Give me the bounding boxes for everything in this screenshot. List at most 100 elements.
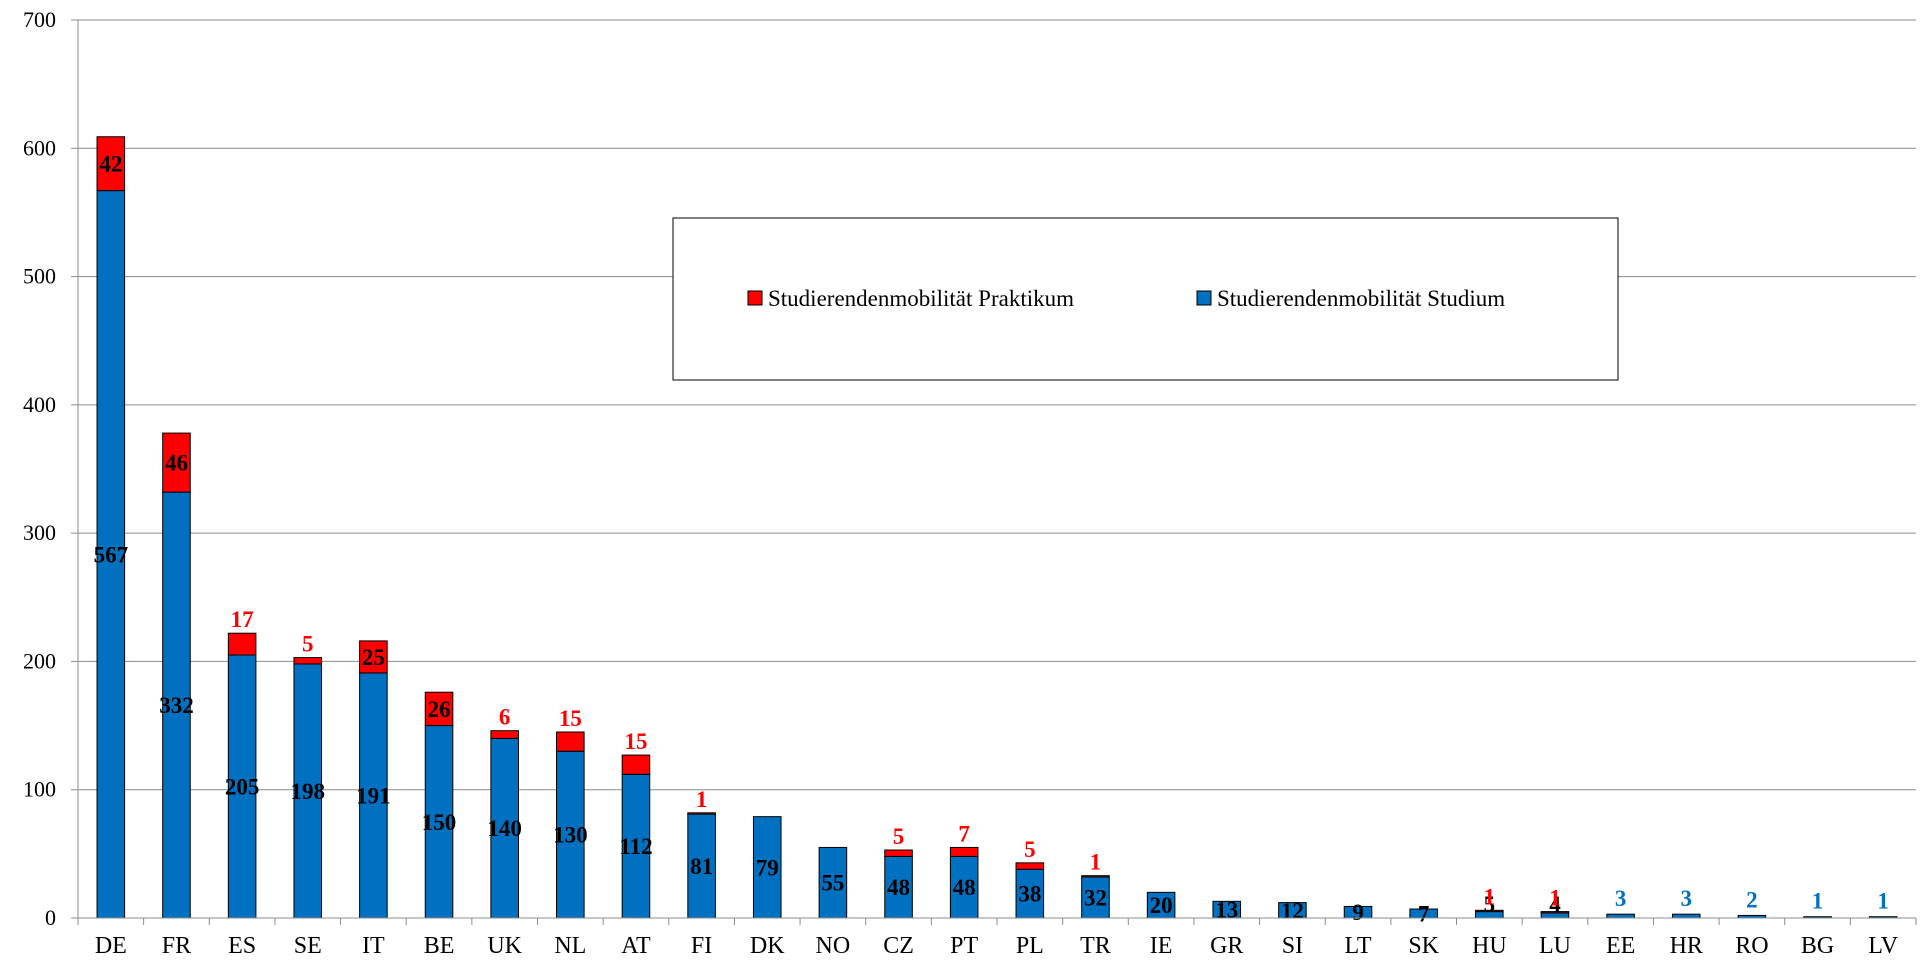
data-label-praktikum: 26 bbox=[428, 697, 451, 722]
x-axis-category-labels: DE FR ES SE IT BE UK NL AT FI DK NO CZ PT PL TR IE GR SI LT… bbox=[95, 933, 1899, 959]
legend-label-praktikum: Studierendenmobilität Praktikum bbox=[768, 286, 1074, 311]
x-category-label: LV bbox=[1868, 933, 1898, 959]
bar-praktikum-fi bbox=[687, 812, 716, 815]
data-label-studium: 567 bbox=[94, 542, 129, 567]
legend-label-studium: Studierendenmobilität Studium bbox=[1217, 286, 1505, 311]
data-label-praktikum: 42 bbox=[99, 152, 122, 177]
bar-studium-be bbox=[424, 725, 454, 919]
bar-studium-at bbox=[621, 773, 651, 919]
y-tick-label: 200 bbox=[23, 648, 56, 673]
bar-praktikum-se bbox=[293, 657, 323, 665]
y-tick-label: 700 bbox=[23, 7, 56, 32]
data-label-studium: 3 bbox=[1681, 886, 1693, 911]
bar-praktikum-es bbox=[227, 632, 257, 656]
x-category-label: RO bbox=[1735, 933, 1768, 959]
data-label-studium: 7 bbox=[1418, 902, 1430, 927]
x-category-label: SI bbox=[1282, 933, 1303, 959]
bar-studium-pl bbox=[1015, 868, 1045, 919]
x-category-label: TR bbox=[1080, 933, 1111, 959]
data-label-studium: 332 bbox=[159, 693, 194, 718]
data-label-praktikum: 25 bbox=[362, 645, 385, 670]
data-label-studium: 140 bbox=[487, 816, 522, 841]
x-category-label: PT bbox=[950, 933, 978, 959]
data-label-praktikum: 5 bbox=[1024, 837, 1036, 862]
y-axis-tick-labels: 0 100 200 300 400 500 600 700 bbox=[23, 7, 56, 930]
x-category-label: LT bbox=[1344, 933, 1371, 959]
data-label-praktikum: 7 bbox=[958, 821, 970, 846]
data-label-studium: 150 bbox=[422, 810, 457, 835]
x-category-label: PL bbox=[1016, 933, 1044, 959]
x-category-label: BG bbox=[1801, 933, 1834, 959]
data-label-studium: 13 bbox=[1215, 898, 1238, 923]
bar-praktikum-fr bbox=[162, 432, 191, 493]
x-category-label: CZ bbox=[883, 933, 914, 959]
bar-praktikum-be bbox=[424, 691, 454, 727]
data-label-studium: 55 bbox=[821, 871, 844, 896]
x-category-label: HR bbox=[1670, 933, 1703, 959]
data-label-studium: 2 bbox=[1746, 887, 1758, 912]
legend-box bbox=[672, 217, 1619, 381]
bar-praktikum-cz bbox=[884, 849, 913, 857]
data-label-praktikum: 6 bbox=[499, 705, 511, 730]
bar-praktikum-tr bbox=[1081, 875, 1110, 878]
bar-studium-ie bbox=[1146, 891, 1176, 919]
bars bbox=[96, 136, 1898, 919]
data-label-studium: 4 bbox=[1549, 892, 1561, 917]
x-category-label: DE bbox=[95, 933, 127, 959]
x-category-label: FR bbox=[162, 933, 191, 959]
x-category-label: SK bbox=[1408, 933, 1439, 959]
x-category-label: ES bbox=[228, 933, 256, 959]
data-label-praktikum: 46 bbox=[165, 451, 188, 476]
bar-studium-nl bbox=[556, 750, 585, 919]
bar-praktikum-pl bbox=[1015, 862, 1045, 870]
data-label-praktikum: 1 bbox=[696, 787, 708, 812]
data-label-praktikum: 1 bbox=[1090, 850, 1102, 875]
bar-praktikum-it bbox=[359, 640, 388, 674]
data-labels: 5674233246205171985191251502614061301511… bbox=[94, 152, 1889, 927]
bar-studium-hr bbox=[1671, 913, 1701, 919]
y-tick-label: 100 bbox=[23, 777, 56, 802]
data-label-studium: 9 bbox=[1352, 900, 1364, 925]
data-label-praktikum: 1 bbox=[1484, 884, 1496, 909]
data-label-praktikum: 15 bbox=[559, 706, 582, 731]
bar-praktikum-nl bbox=[556, 731, 585, 752]
x-category-label: UK bbox=[487, 933, 522, 959]
x-category-label: IT bbox=[362, 933, 385, 959]
x-category-label: IE bbox=[1150, 933, 1173, 959]
y-tick-label: 300 bbox=[23, 520, 56, 545]
data-label-praktikum: 1 bbox=[1549, 886, 1561, 911]
y-tick-label: 0 bbox=[45, 905, 56, 930]
data-label-studium: 112 bbox=[619, 834, 652, 859]
data-label-studium: 130 bbox=[553, 823, 588, 848]
data-label-studium: 191 bbox=[356, 783, 391, 808]
y-tick-label: 400 bbox=[23, 392, 56, 417]
bar-praktikum-lu bbox=[1540, 911, 1570, 914]
data-label-studium: 48 bbox=[953, 875, 976, 900]
axes bbox=[77, 20, 1917, 925]
data-label-studium: 12 bbox=[1281, 898, 1304, 923]
data-label-studium: 1 bbox=[1877, 889, 1889, 914]
x-category-label: HU bbox=[1472, 933, 1507, 959]
x-category-label: NL bbox=[554, 933, 586, 959]
data-label-praktikum: 17 bbox=[231, 607, 254, 632]
data-label-studium: 38 bbox=[1018, 882, 1041, 907]
legend-swatch-praktikum bbox=[747, 290, 763, 306]
data-label-studium: 81 bbox=[690, 854, 713, 879]
x-category-label: NO bbox=[816, 933, 851, 959]
x-category-label: EE bbox=[1606, 933, 1635, 959]
data-label-praktikum: 5 bbox=[302, 632, 314, 657]
data-label-praktikum: 15 bbox=[624, 729, 647, 754]
data-label-studium: 48 bbox=[887, 875, 910, 900]
data-label-studium: 32 bbox=[1084, 885, 1107, 910]
data-label-studium: 3 bbox=[1615, 886, 1627, 911]
bar-praktikum-at bbox=[621, 754, 651, 775]
bar-studium-no bbox=[818, 846, 848, 919]
legend: Studierendenmobilität Praktikum Studieren… bbox=[672, 217, 1619, 381]
x-category-label: SE bbox=[294, 933, 322, 959]
bar-praktikum-de bbox=[96, 136, 126, 192]
x-category-label: GR bbox=[1210, 933, 1243, 959]
data-label-studium: 79 bbox=[756, 855, 779, 880]
bar-praktikum-uk bbox=[490, 730, 519, 739]
gridlines bbox=[71, 19, 1916, 919]
